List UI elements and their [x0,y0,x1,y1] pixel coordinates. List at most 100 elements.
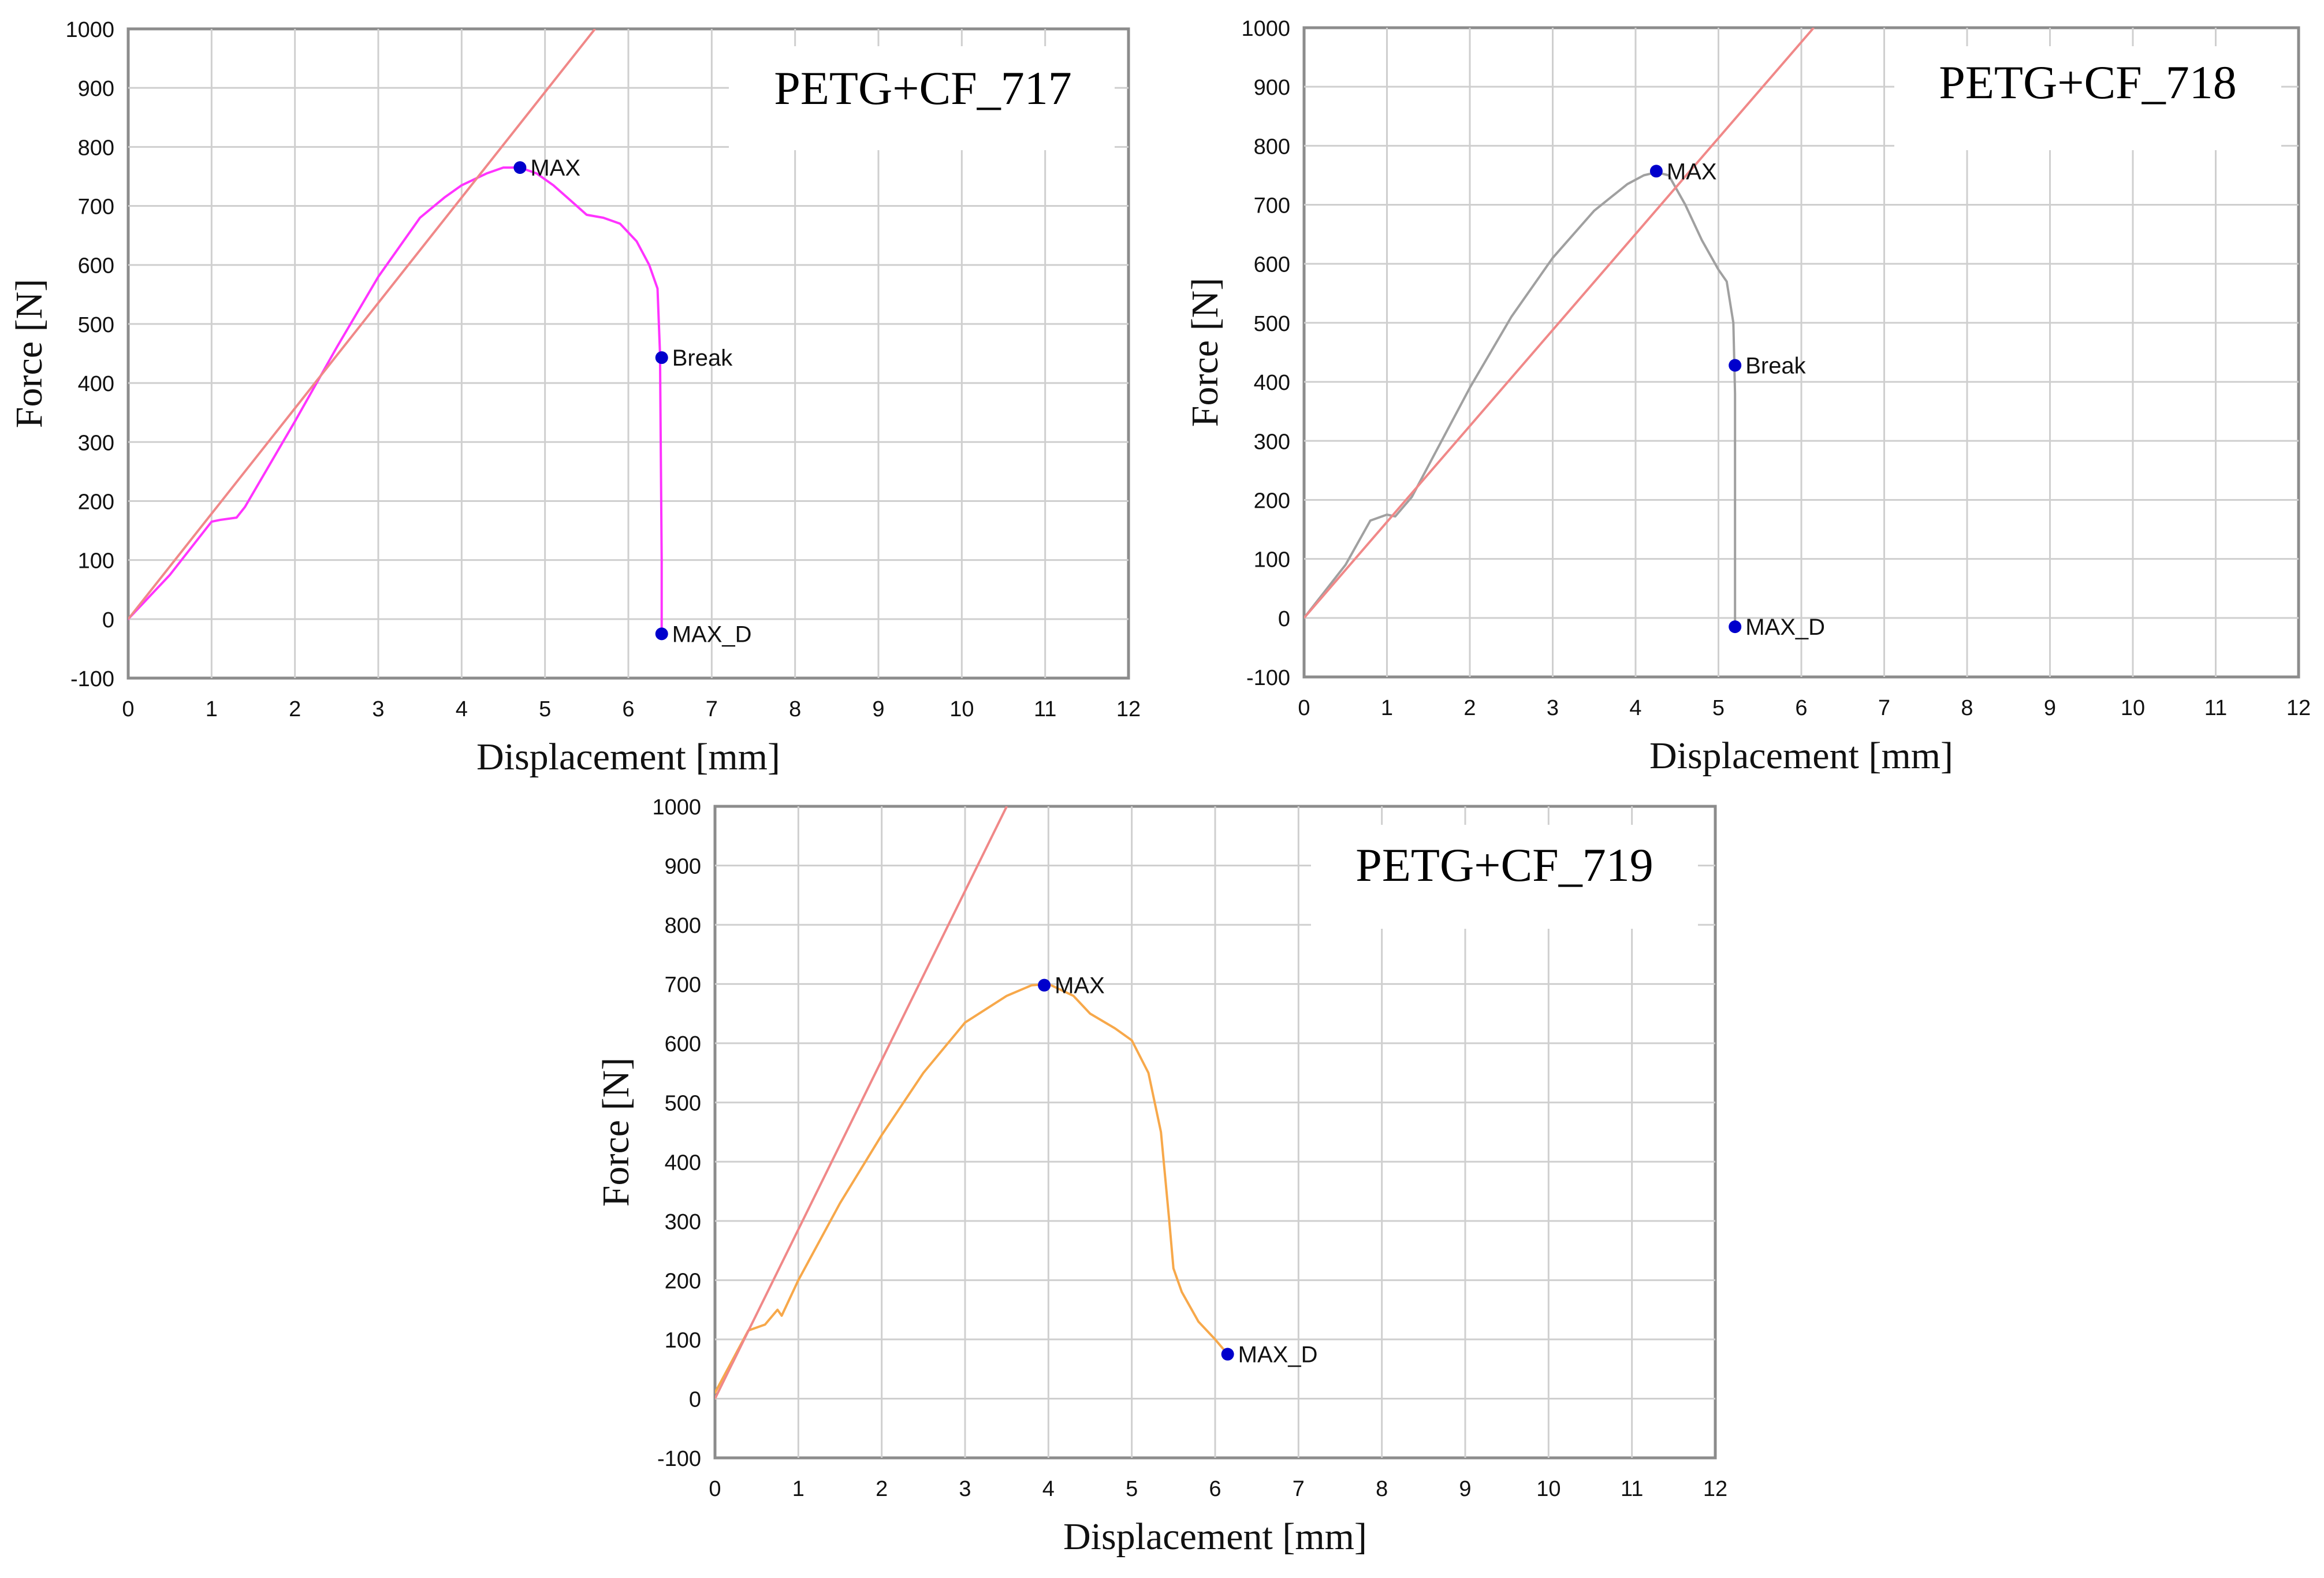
point-marker [1729,620,1742,634]
point-label: MAX_D [1745,615,1825,640]
x-axis-title: Displacement [mm] [476,736,780,778]
y-tick-label: 1000 [652,795,701,820]
x-tick-label: 0 [709,1477,721,1501]
y-tick-label: 900 [78,77,114,101]
x-tick-label: 11 [1621,1477,1643,1501]
chart-panel-719: 0 1 2 3 4 5 6 7 8 9 10 11 12100090080070060050040030… [595,795,1727,1558]
x-tick-label: 3 [1547,696,1559,720]
x-tick-label: 7 [1878,696,1890,720]
reference-line [715,806,1008,1400]
y-tick-label: 800 [665,914,701,938]
y-tick-label: 600 [78,254,114,278]
series-group [128,29,663,635]
y-tick-label: 600 [665,1032,701,1056]
point-marker [1649,165,1663,178]
y-tick-label: 100 [665,1328,701,1353]
force-curve [128,166,663,635]
point-label: MAX_D [672,621,752,647]
chart-title: PETG+CF_719 [1355,839,1653,891]
x-tick-label: 3 [959,1477,971,1501]
y-tick-label: 200 [78,490,114,514]
y-tick-label: 0 [1278,607,1290,631]
y-tick-label: 200 [1254,489,1290,513]
y-tick-label: 500 [1254,312,1290,336]
x-tick-label: 6 [1795,696,1807,720]
y-tick-label: 500 [78,313,114,337]
point-label: MAX_D [1238,1342,1318,1368]
x-tick-label: 12 [1703,1477,1727,1501]
force-curve [1304,171,1737,628]
x-tick-label: 11 [2204,696,2227,720]
x-axis-title: Displacement [mm] [1063,1516,1367,1558]
x-tick-label: 9 [2044,696,2056,720]
x-tick-label: 0 [122,697,134,721]
x-tick-label: 11 [1034,697,1056,721]
chart-panel-718: 0 1 2 3 4 5 6 7 8 9 10 11 12100090080070060050040030… [1184,17,2311,777]
x-tick-label: 12 [1116,697,1141,721]
point-label: MAX [1667,159,1717,184]
title-box [1311,825,1698,929]
x-tick-label: 0 [1298,696,1310,720]
y-axis-title: Force [N] [595,1058,637,1207]
y-axis-title: Force [N] [1184,278,1226,427]
point-label: Break [672,345,733,371]
x-tick-label: 8 [789,697,801,721]
y-tick-label: 0 [689,1387,701,1412]
x-tick-label: 2 [876,1477,888,1501]
x-tick-label: 7 [706,697,718,721]
x-tick-label: 6 [622,697,634,721]
x-tick-label: 3 [372,697,384,721]
x-tick-label: 2 [1463,696,1476,720]
x-tick-label: 4 [456,697,468,721]
y-tick-label: 100 [78,549,114,574]
y-tick-label: -100 [1246,666,1290,690]
x-tick-label: 9 [1459,1477,1471,1501]
x-tick-label: 4 [1629,696,1641,720]
point-label: MAX [530,155,580,181]
y-tick-label: 400 [78,372,114,396]
x-tick-label: 2 [289,697,301,721]
y-tick-label: 400 [1254,371,1290,395]
y-tick-label: 700 [1254,194,1290,218]
x-tick-label: 5 [1126,1477,1138,1501]
x-tick-label: 9 [872,697,884,721]
reference-line [128,29,596,620]
y-tick-label: 300 [78,431,114,455]
y-tick-label: 1000 [65,18,114,42]
x-tick-label: 4 [1042,1477,1055,1501]
reference-line [1304,28,1815,619]
chart-title: PETG+CF_717 [774,62,1072,114]
x-tick-label: 1 [1381,696,1393,720]
y-tick-label: 900 [1254,76,1290,100]
y-tick-label: 1000 [1241,17,1290,41]
title-box [1894,46,2281,150]
point-label: MAX [1055,973,1105,999]
x-tick-label: 10 [2121,696,2145,720]
y-tick-label: -100 [657,1447,701,1471]
y-tick-label: 400 [665,1151,701,1175]
y-tick-label: 0 [102,608,114,632]
y-tick-label: 800 [1254,135,1290,159]
y-tick-label: 700 [78,195,114,219]
x-axis-title: Displacement [mm] [1649,735,1953,777]
point-marker [513,161,527,174]
y-tick-label: 800 [78,136,114,160]
y-tick-label: 900 [665,855,701,879]
y-tick-label: 100 [1254,548,1290,572]
x-tick-label: 12 [2286,696,2311,720]
y-axis-title: Force [N] [8,279,50,428]
chart-panel-717: 0 1 2 3 4 5 6 7 8 9 10 11 12100090080070060050040030… [8,18,1141,778]
point-label: Break [1745,353,1806,378]
x-tick-label: 8 [1961,696,1973,720]
series-group [1304,28,1815,628]
x-tick-label: 8 [1376,1477,1388,1501]
y-tick-label: 300 [1254,430,1290,454]
point-marker [655,351,668,364]
x-tick-label: 10 [949,697,974,721]
y-tick-label: 500 [665,1092,701,1116]
x-tick-label: 1 [792,1477,805,1501]
x-tick-label: 1 [206,697,218,721]
y-tick-label: 200 [665,1269,701,1293]
x-tick-label: 7 [1293,1477,1305,1501]
